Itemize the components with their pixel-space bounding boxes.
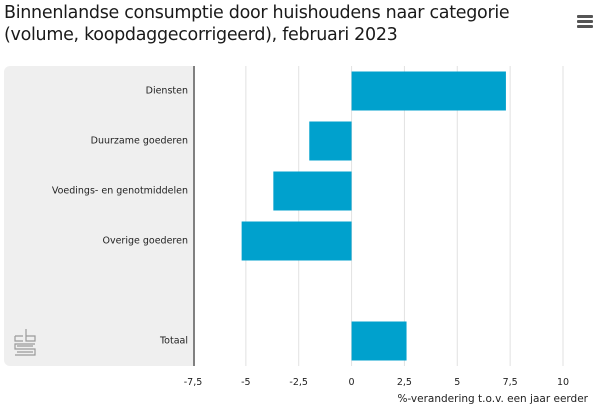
cbs-logo-icon (14, 329, 36, 356)
category-label: Totaal (159, 335, 188, 347)
category-label: Duurzame goederen (90, 135, 188, 147)
bar-overige-goederen[interactable] (241, 221, 352, 261)
category-label-panel (4, 66, 194, 366)
hamburger-menu-icon[interactable] (577, 15, 593, 29)
x-tick-label: -5 (241, 377, 251, 388)
y-axis-line (193, 66, 195, 366)
chart-title: Binnenlandse consumptie door huishoudens… (4, 2, 544, 46)
x-tick-label: 5 (454, 377, 461, 388)
bar-diensten[interactable] (351, 71, 506, 111)
category-label: Overige goederen (102, 235, 188, 247)
chart-title-line1: Binnenlandse consumptie door huishoudens… (4, 3, 510, 23)
category-label: Voedings- en genotmiddelen (51, 185, 188, 197)
x-tick-label: 7,5 (502, 377, 518, 388)
category-label: Diensten (145, 85, 188, 97)
bar-totaal[interactable] (351, 321, 407, 361)
bar-duurzame-goederen[interactable] (309, 121, 352, 161)
x-tick-label: 2,5 (396, 377, 412, 388)
x-axis-label: %-verandering t.o.v. een jaar eerder (397, 393, 588, 405)
chart-title-line2: (volume, koopdaggecorrigeerd), februari … (4, 25, 398, 45)
x-tick-label: 0 (348, 377, 355, 388)
x-tick-label: 10 (556, 377, 570, 388)
x-tick-label: -7,5 (183, 377, 203, 388)
x-tick-label: -2,5 (289, 377, 308, 388)
bar-voedings-en-genotmiddelen[interactable] (273, 171, 352, 211)
